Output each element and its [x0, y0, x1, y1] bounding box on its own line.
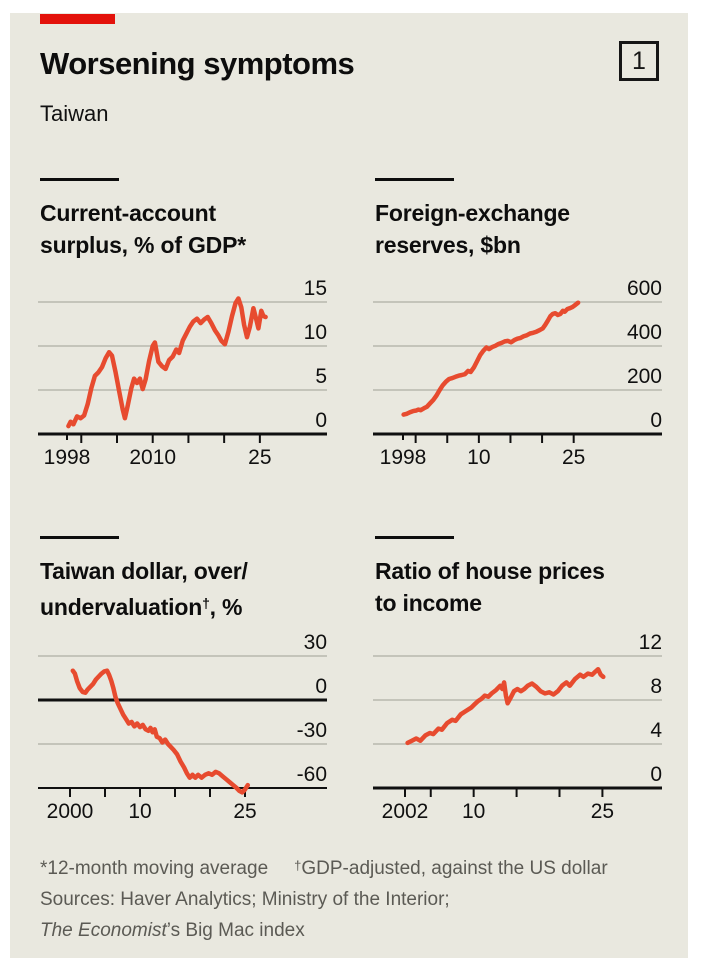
y-tick-label: 15 — [304, 277, 327, 300]
footnote-bigmac: ’s Big Mac index — [166, 920, 305, 941]
footnotes: *12-month moving average †GDP-adjusted, a… — [40, 850, 670, 946]
series-line — [70, 668, 251, 795]
footnote-definitions: *12-month moving average †GDP-adjusted, a… — [40, 850, 670, 884]
footnote-sources-line2: The Economist’s Big Mac index — [40, 915, 670, 946]
x-tick-label: 25 — [248, 446, 271, 469]
footnote-gdp-adjusted: GDP-adjusted, against the US dollar — [301, 858, 608, 879]
footnote-economist-italic: The Economist — [40, 920, 167, 941]
chart2-title-line1: Foreign-exchange — [375, 200, 570, 226]
series-line — [401, 300, 581, 417]
x-tick-label: 2010 — [129, 446, 176, 469]
chart3-title-line2-text: undervaluation — [40, 594, 203, 620]
y-tick-label: 30 — [304, 631, 327, 654]
chart-panel-background — [10, 13, 688, 958]
y-tick-label: 0 — [650, 763, 662, 786]
y-tick-label: 12 — [639, 631, 662, 654]
x-tick-label: 10 — [128, 800, 151, 823]
economist-red-tab — [40, 14, 115, 24]
page-title: Worsening symptoms — [40, 46, 355, 81]
y-tick-label: 200 — [627, 365, 662, 388]
y-tick-label: 8 — [650, 675, 662, 698]
chart4-title-line2: to income — [375, 590, 482, 616]
footnote-sources-line1: Sources: Haver Analytics; Ministry of th… — [40, 889, 450, 910]
y-tick-label: 5 — [315, 365, 327, 388]
series-line — [66, 296, 268, 429]
x-tick-label: 25 — [591, 800, 614, 823]
chart3-title-line1: Taiwan dollar, over/ — [40, 558, 248, 584]
chart3-rule — [40, 536, 119, 539]
y-tick-label: -60 — [297, 763, 327, 786]
y-tick-label: 10 — [304, 321, 327, 344]
chart1-rule — [40, 178, 119, 181]
figure-number: 1 — [632, 46, 646, 75]
chart1-title-line2: surplus, % of GDP* — [40, 232, 246, 258]
chart2-rule — [375, 178, 454, 181]
chart4-rule — [375, 536, 454, 539]
chart1-title: Current-account surplus, % of GDP* — [40, 197, 350, 261]
y-tick-label: 0 — [315, 409, 327, 432]
footnote-dagger-icon: † — [294, 858, 302, 873]
chart2-title-line2: reserves, $bn — [375, 232, 521, 258]
figure-number-box: 1 — [619, 41, 659, 81]
chart4-title-line1: Ratio of house prices — [375, 558, 605, 584]
y-tick-label: 4 — [650, 719, 662, 742]
x-tick-label: 10 — [467, 446, 490, 469]
y-tick-label: 0 — [315, 675, 327, 698]
x-tick-label: 10 — [462, 800, 485, 823]
x-tick-label: 2000 — [47, 800, 94, 823]
x-tick-label: 1998 — [44, 446, 91, 469]
y-tick-label: 400 — [627, 321, 662, 344]
y-tick-label: 0 — [650, 409, 662, 432]
page-subtitle: Taiwan — [40, 101, 109, 126]
footnote-moving-average: *12-month moving average — [40, 858, 269, 879]
x-tick-label: 25 — [562, 446, 585, 469]
chart3-title: Taiwan dollar, over/ undervaluation†, % — [40, 555, 350, 623]
chart1-title-line1: Current-account — [40, 200, 216, 226]
y-tick-label: 600 — [627, 277, 662, 300]
x-tick-label: 25 — [233, 800, 256, 823]
chart3-title-line2: undervaluation†, % — [40, 587, 350, 623]
chart2-title: Foreign-exchange reserves, $bn — [375, 197, 685, 261]
x-tick-label: 2002 — [382, 800, 429, 823]
chart4-title: Ratio of house prices to income — [375, 555, 685, 619]
series-line — [405, 666, 606, 746]
y-tick-label: -30 — [297, 719, 327, 742]
dagger-superscript: † — [202, 595, 210, 611]
chart3-title-line2-tail: , % — [209, 594, 243, 620]
x-tick-label: 1998 — [380, 446, 427, 469]
